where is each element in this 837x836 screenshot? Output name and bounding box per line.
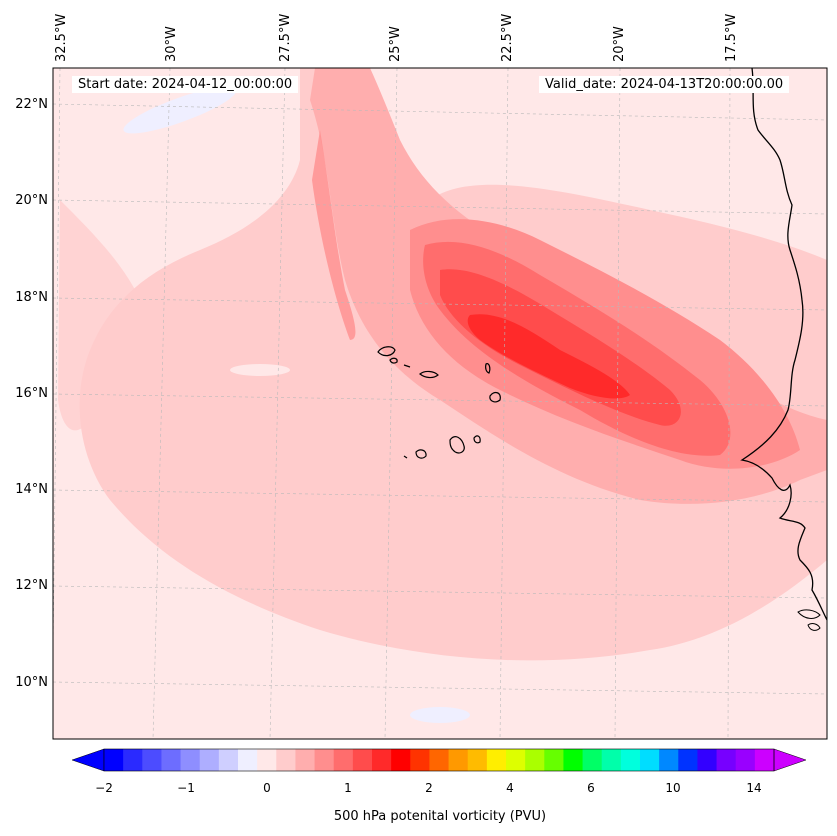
colorbar-tick: −1: [177, 781, 195, 795]
colorbar-cell: [486, 749, 507, 771]
colorbar-cell: [563, 749, 584, 771]
colorbar-tick: 2: [425, 781, 433, 795]
colorbar-cell: [314, 749, 335, 771]
colorbar-cell: [104, 749, 124, 771]
colorbar: [71, 748, 807, 772]
colorbar-cell: [352, 749, 373, 771]
colorbar-cell: [467, 749, 488, 771]
colorbar-cell: [372, 749, 392, 771]
colorbar-tick: 10: [665, 781, 681, 795]
lat-label: 18°N: [15, 290, 48, 305]
colorbar-cell: [429, 749, 450, 771]
map-frame: [52, 67, 828, 740]
lon-label: 32.5°W: [54, 13, 69, 62]
colorbar-cell: [218, 749, 239, 771]
colorbar-frame: [103, 748, 775, 772]
colorbar-cell: [257, 749, 277, 771]
colorbar-cells: [104, 749, 775, 771]
colorbar-tick: −2: [95, 781, 113, 795]
colorbar-cell: [640, 749, 660, 771]
lat-label: 14°N: [15, 482, 48, 497]
lon-label: 17.5°W: [724, 13, 739, 62]
colorbar-label: 500 hPa potenital vorticity (PVU): [333, 809, 547, 824]
colorbar-cell: [525, 749, 545, 771]
colorbar-cell: [123, 749, 143, 771]
island-bissagos: [807, 623, 821, 631]
colorbar-tick: 1: [344, 781, 352, 795]
colorbar-cell: [601, 749, 622, 771]
colorbar-tick: 0: [263, 781, 271, 795]
pv-negative-patch: [230, 364, 290, 376]
colorbar-cell: [620, 749, 641, 771]
lon-label: 30°W: [164, 26, 179, 62]
colorbar-max-arrow: [773, 748, 807, 772]
colorbar-cell: [697, 749, 718, 771]
lat-label: 10°N: [15, 675, 48, 690]
lon-label: 22.5°W: [500, 13, 515, 62]
colorbar-cell: [199, 749, 220, 771]
colorbar-cell: [276, 749, 296, 771]
colorbar-cell: [180, 749, 201, 771]
colorbar-cell: [506, 749, 526, 771]
colorbar-cell: [410, 749, 430, 771]
colorbar-cell: [333, 749, 354, 771]
colorbar-cell: [754, 749, 775, 771]
colorbar-tick: 14: [746, 781, 762, 795]
pv-negative-patch: [123, 86, 237, 134]
colorbar-cell: [391, 749, 411, 771]
valid-date-label: Valid_date: 2024-04-13T20:00:00.00: [539, 76, 790, 93]
colorbar-cell: [716, 749, 737, 771]
colorbar-cell: [582, 749, 603, 771]
colorbar-cell: [238, 749, 258, 771]
colorbar-cell: [544, 749, 564, 771]
colorbar-cell: [295, 749, 316, 771]
start-date-label: Start date: 2024-04-12_00:00:00: [72, 76, 299, 93]
lon-label: 25°W: [388, 26, 403, 62]
colorbar-tick: 4: [506, 781, 514, 795]
colorbar-cell: [659, 749, 679, 771]
colorbar-tick: 6: [587, 781, 595, 795]
lat-label: 20°N: [15, 193, 48, 208]
colorbar-cell: [678, 749, 698, 771]
lon-label: 20°W: [612, 26, 627, 62]
lat-label: 16°N: [15, 386, 48, 401]
cape-verde-islands: [377, 346, 501, 459]
pv-contour-level1-west: [58, 200, 150, 431]
colorbar-cell: [142, 749, 162, 771]
colorbar-min-arrow: [71, 748, 105, 772]
lat-label: 12°N: [15, 578, 48, 593]
island-bissagos: [797, 609, 821, 619]
colorbar-cell: [448, 749, 469, 771]
pv-contour-level6: [467, 314, 630, 399]
pv-negative-patch: [410, 707, 470, 723]
pv-field: [53, 68, 827, 739]
pv-contour-level3-arc: [312, 130, 356, 340]
lon-label: 27.5°W: [278, 13, 293, 62]
lat-label: 22°N: [15, 97, 48, 112]
africa-coastline: [740, 68, 827, 621]
colorbar-cell: [735, 749, 756, 771]
colorbar-cell: [161, 749, 182, 771]
